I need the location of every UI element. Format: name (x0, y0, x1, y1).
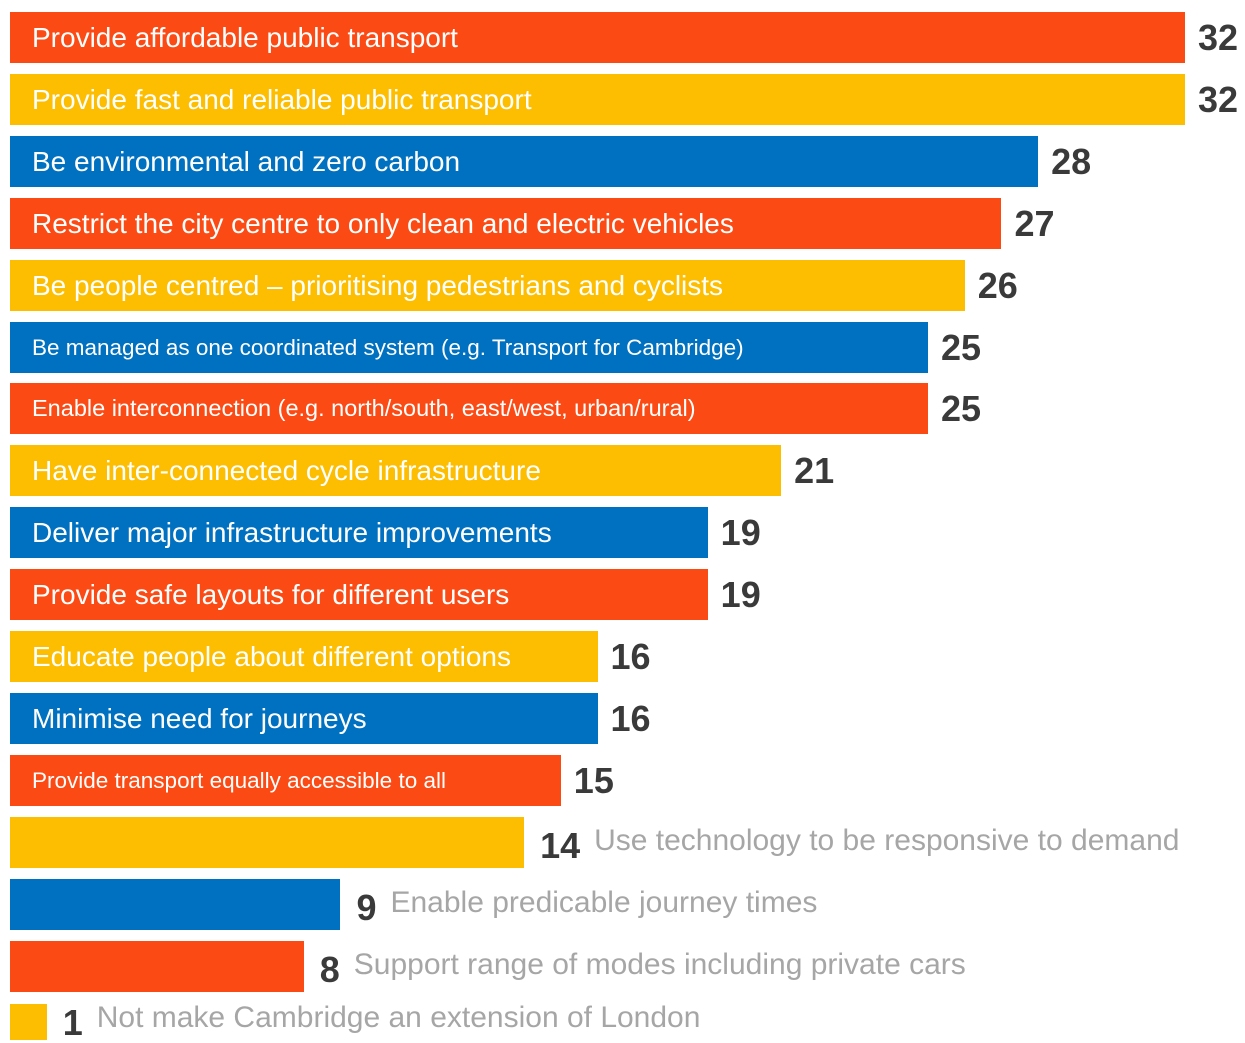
bar-value-label: 15 (573, 759, 614, 801)
bar-category-label: Enable predicable journey times (390, 885, 818, 919)
bar-category-label: Enable interconnection (e.g. north/south… (32, 395, 696, 422)
bar (10, 383, 928, 435)
bar-value-label: 19 (720, 512, 761, 554)
bar-value-label: 25 (941, 388, 982, 430)
bar (10, 259, 965, 311)
bar-category-label: Provide transport equally accessible to … (32, 767, 446, 793)
bar (10, 73, 1186, 125)
bar-value-label: 19 (720, 574, 761, 616)
bar-category-label: Have inter-connected cycle infrastructur… (32, 455, 541, 487)
bar (10, 631, 598, 682)
bar-value-label: 28 (1051, 140, 1092, 182)
bar-category-label: Provide safe layouts for different users (32, 579, 510, 611)
bar (10, 1004, 47, 1041)
bar-category-label: Be people centred – prioritising pedestr… (32, 269, 724, 301)
bar-category-label: Be managed as one coordinated system (e.… (32, 334, 744, 360)
bar-category-label: Provide affordable public transport (32, 22, 458, 53)
bar (10, 197, 1002, 249)
bar-value-label: 16 (610, 636, 651, 677)
bar-category-label: Use technology to be responsive to deman… (594, 823, 1180, 857)
bar-value-label: 21 (794, 450, 835, 492)
bar-category-label: Deliver major infrastructure improvement… (32, 517, 552, 549)
bar-value-label: 32 (1198, 17, 1239, 58)
bar (10, 321, 928, 373)
bar-value-label: 25 (941, 326, 982, 368)
bar-category-label: Minimise need for journeys (32, 702, 367, 734)
bar-category-label: Provide fast and reliable public transpo… (32, 83, 532, 115)
bar-category-label: Educate people about different options (32, 641, 511, 672)
bar (10, 878, 341, 930)
bar (10, 754, 561, 806)
bar (10, 569, 708, 621)
bar-value-label: 16 (610, 697, 651, 739)
bar (10, 692, 598, 744)
bar-category-label: Restrict the city centre to only clean a… (32, 207, 734, 239)
bar-value-label: 32 (1198, 78, 1239, 120)
bar-category-label: Support range of modes including private… (353, 947, 966, 981)
bar (10, 12, 1186, 63)
bar (10, 507, 708, 559)
bar-value-label: 27 (1014, 202, 1055, 244)
bar-value-label: 14 (540, 824, 581, 866)
bar (10, 940, 304, 992)
bar (10, 816, 525, 868)
bar-category-label: Be environmental and zero carbon (32, 145, 461, 177)
bar-value-label: 26 (977, 264, 1018, 306)
bar-category-label: Not make Cambridge an extension of Londo… (96, 1001, 701, 1035)
bar-value-label: 8 (319, 948, 340, 990)
bar (10, 135, 1039, 187)
bar-value-label: 1 (62, 1002, 83, 1043)
bar-value-label: 9 (356, 886, 377, 928)
bar (10, 445, 782, 497)
